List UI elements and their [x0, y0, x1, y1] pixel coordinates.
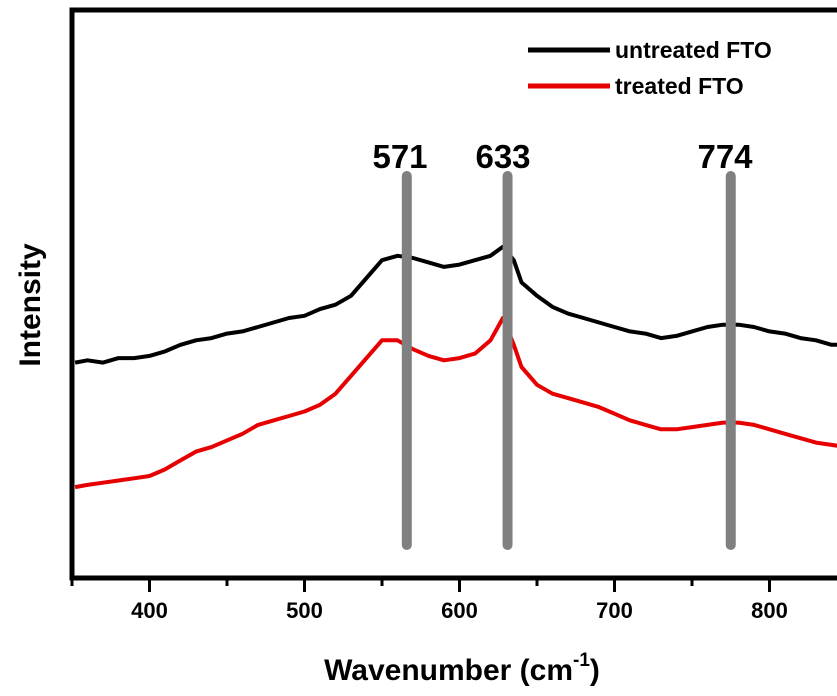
x-axis-ticks: 400 500 600 700 800	[70, 578, 788, 623]
series-line-2	[74, 316, 837, 490]
x-tick-label: 700	[596, 598, 633, 623]
legend: untreated FTO treated FTO	[528, 37, 772, 99]
plot-series	[74, 244, 837, 490]
series-line-1	[74, 244, 837, 365]
peak-lines	[401, 171, 736, 550]
x-tick-label: 500	[286, 598, 323, 623]
x-tick-label: 400	[131, 598, 168, 623]
legend-label-2: treated FTO	[615, 73, 744, 99]
x-tick-label: 600	[441, 598, 478, 623]
peak-label-571: 571	[372, 138, 427, 175]
peak-labels: 571 633 774	[372, 138, 753, 175]
peak-label-633: 633	[475, 138, 530, 175]
peak-label-774: 774	[697, 138, 753, 175]
x-tick-label: 800	[751, 598, 788, 623]
x-axis-title: Wavenumber (cm-1)	[324, 650, 600, 687]
legend-label-1: untreated FTO	[615, 37, 772, 63]
y-axis-title: Intensity	[14, 243, 47, 367]
